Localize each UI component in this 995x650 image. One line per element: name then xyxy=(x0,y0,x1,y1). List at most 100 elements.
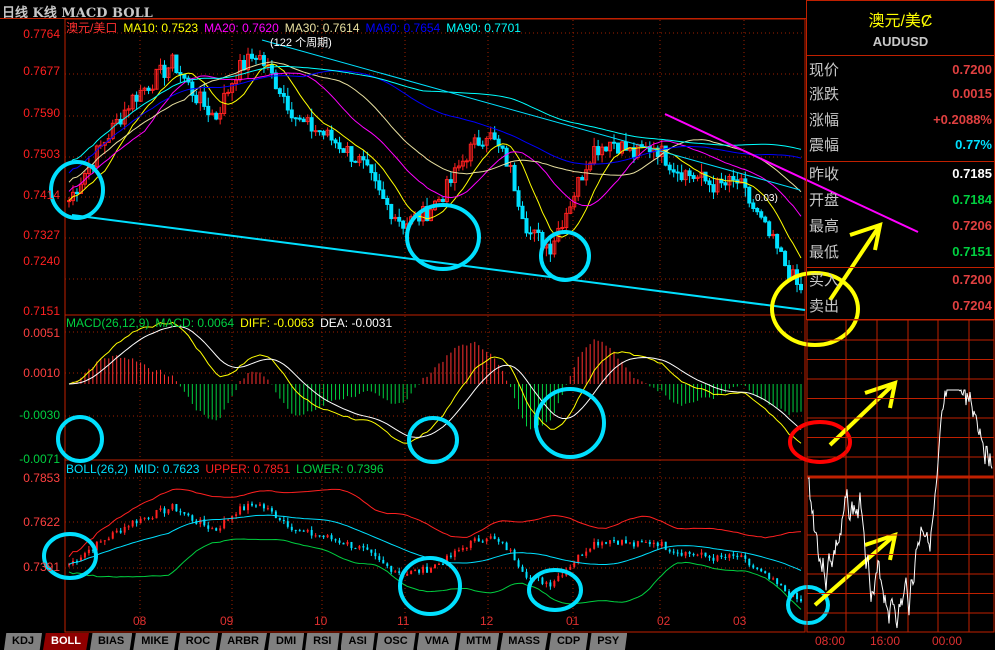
y-axis-label: 0.7764 xyxy=(23,27,60,41)
candle-body xyxy=(67,200,71,203)
y-axis-label: 0.0051 xyxy=(23,326,60,340)
boll-lower: LOWER: 0.7396 xyxy=(296,462,384,476)
candle-body xyxy=(600,146,605,156)
candle-body xyxy=(687,170,692,177)
trendline-magenta xyxy=(664,113,919,233)
candle-body xyxy=(218,113,223,120)
ma-line xyxy=(68,65,802,165)
boll-candle-body xyxy=(473,538,476,541)
macd-legend: MACD(26,12,9) MACD: 0.0064 DIFF: -0.0063 DE… xyxy=(66,316,398,330)
x-axis-label: 08 xyxy=(133,614,147,628)
candle-body xyxy=(297,117,302,120)
macd-value: MACD: 0.0064 xyxy=(155,316,235,330)
arrow-annotation xyxy=(828,223,882,302)
candle-body xyxy=(377,180,382,191)
candle-body xyxy=(389,203,394,220)
candle-body xyxy=(588,162,593,171)
boll-candle-body xyxy=(390,565,393,572)
boll-candle-body xyxy=(748,558,751,566)
tab-psy[interactable]: PSY xyxy=(589,633,628,650)
boll-candle-body xyxy=(525,571,528,578)
candle-body xyxy=(214,112,219,120)
boll-candle-body xyxy=(159,508,162,511)
candle-body xyxy=(759,211,764,218)
boll-candle-body xyxy=(461,548,464,551)
tab-arbr[interactable]: ARBR xyxy=(219,633,267,650)
highlight-circle xyxy=(49,160,105,220)
tab-bias[interactable]: BIAS xyxy=(89,633,133,650)
highlight-circle xyxy=(534,387,606,459)
quote-value: 0.7185 xyxy=(952,166,992,181)
chart-frame xyxy=(64,18,806,633)
boll-candle-body xyxy=(278,517,281,521)
boll-candle-body xyxy=(306,530,309,532)
boll-candle-body xyxy=(589,548,592,552)
candle-body xyxy=(74,191,79,195)
boll-candle-body xyxy=(87,549,90,554)
candle-body xyxy=(723,182,728,186)
candle-body xyxy=(365,159,370,166)
boll-candle-body xyxy=(545,582,548,584)
boll-candle-body xyxy=(107,538,110,541)
candle-body xyxy=(353,160,358,163)
tab-boll[interactable]: BOLL xyxy=(43,633,89,650)
tab-kdj[interactable]: KDJ xyxy=(4,633,43,650)
candle-body xyxy=(763,216,768,223)
candle-body xyxy=(385,197,390,205)
boll-candle-body xyxy=(569,566,572,570)
boll-candle-body xyxy=(282,520,285,522)
candle-body xyxy=(691,175,696,179)
tab-roc[interactable]: ROC xyxy=(177,633,219,650)
boll-candle-body xyxy=(223,519,226,529)
highlight-circle xyxy=(527,568,583,612)
tab-mass[interactable]: MASS xyxy=(500,633,548,650)
tab-mike[interactable]: MIKE xyxy=(133,633,177,650)
boll-candle-body xyxy=(314,535,317,537)
candle-body xyxy=(683,170,688,181)
quote-value: 0.77% xyxy=(955,137,992,152)
candle-body xyxy=(468,143,473,162)
candle-body xyxy=(429,209,434,222)
candle-body xyxy=(106,138,111,143)
boll-candle-body xyxy=(593,541,596,549)
boll-candle-body xyxy=(386,563,389,566)
tab-asi[interactable]: ASI xyxy=(340,633,375,650)
tab-vma[interactable]: VMA xyxy=(416,633,458,650)
quote-value: 0.7204 xyxy=(952,298,992,313)
tab-osc[interactable]: OSC xyxy=(375,633,416,650)
boll-candle-body xyxy=(521,566,524,572)
candle-body xyxy=(230,83,235,93)
boll-candle-body xyxy=(103,540,106,542)
boll-candle-body xyxy=(266,508,269,510)
boll-candle-body xyxy=(756,567,759,569)
highlight-circle xyxy=(788,420,852,464)
candle-body xyxy=(242,59,247,71)
candle-body xyxy=(150,88,155,91)
diff-line xyxy=(68,321,802,444)
y-axis-label: 0.7622 xyxy=(23,515,60,529)
boll-candle-body xyxy=(624,540,627,544)
boll-candle-body xyxy=(231,515,234,520)
candle-body xyxy=(480,144,485,147)
candle-body xyxy=(126,108,131,111)
quote-value: 0.7200 xyxy=(952,62,992,77)
quote-value: 0.0015 xyxy=(952,86,992,101)
boll-candle-body xyxy=(784,585,787,592)
ma-legend-item: MA90: 0.7701 xyxy=(446,21,521,35)
boll-candle-body xyxy=(135,520,138,524)
candle-body xyxy=(78,183,83,195)
tab-dmi[interactable]: DMI xyxy=(267,633,305,650)
tab-mtm[interactable]: MTM xyxy=(458,633,500,650)
arrow-annotation xyxy=(828,381,897,447)
boll-candle-body xyxy=(613,540,616,542)
candle-body xyxy=(623,141,628,151)
candle-body xyxy=(114,118,119,124)
candle-body xyxy=(675,171,680,174)
candle-body xyxy=(739,178,744,184)
intraday-time-label: 16:00 xyxy=(870,634,901,648)
boll-candle-body xyxy=(258,504,261,506)
tab-rsi[interactable]: RSI xyxy=(305,633,340,650)
candle-body xyxy=(767,221,772,237)
tab-cdp[interactable]: CDP xyxy=(548,633,589,650)
